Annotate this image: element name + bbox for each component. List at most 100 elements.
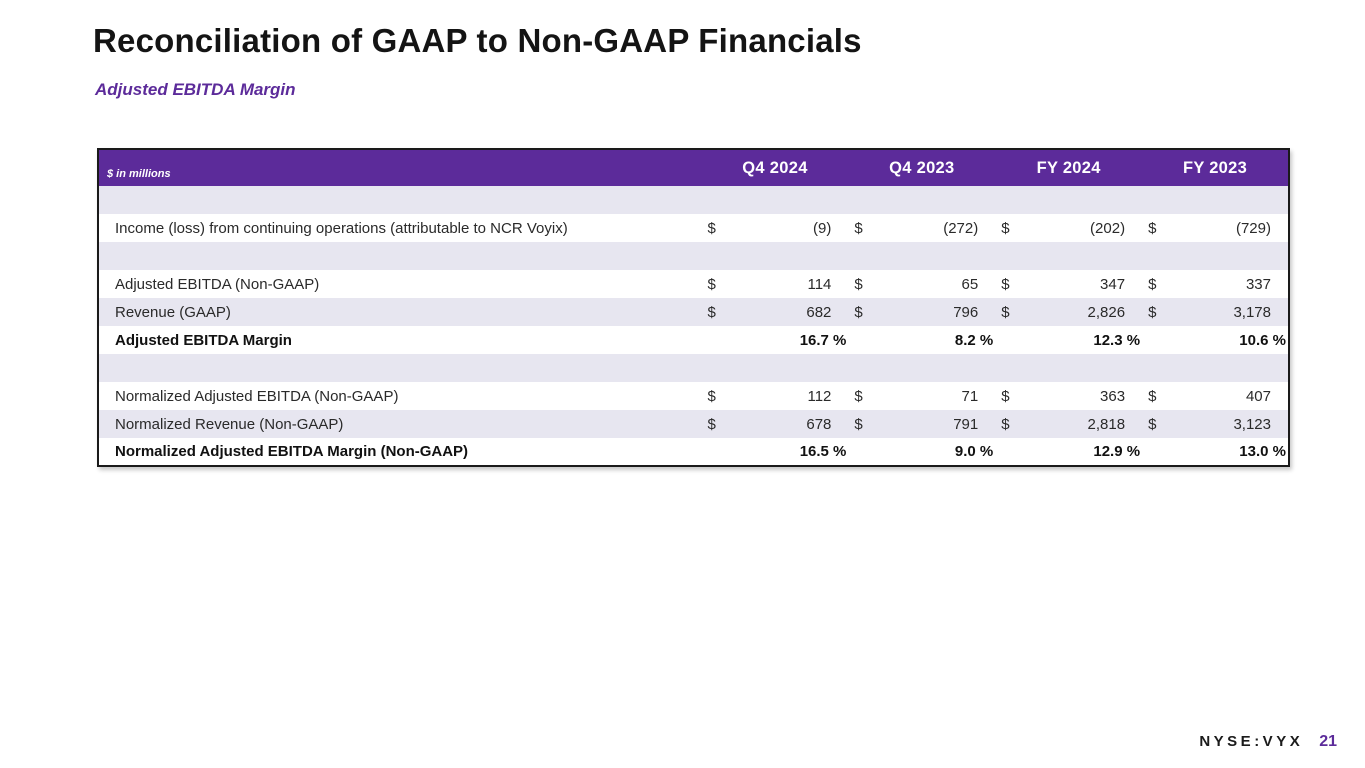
currency-symbol — [702, 326, 730, 354]
value-cell: 114 — [807, 275, 832, 293]
currency-symbol: $ — [707, 415, 716, 433]
currency-symbol: $ — [707, 219, 716, 237]
table-header-row: $ in millions Q4 2024 Q4 2023 FY 2024 FY… — [98, 149, 1289, 186]
row-label: Revenue (GAAP) — [115, 303, 231, 321]
currency-symbol — [1142, 186, 1170, 214]
currency-symbol — [848, 242, 876, 270]
table-row: Normalized Adjusted EBITDA (Non-GAAP) $11… — [98, 382, 1289, 410]
currency-symbol — [995, 354, 1023, 382]
row-label: Normalized Adjusted EBITDA Margin (Non-G… — [115, 443, 469, 460]
slide-title: Reconciliation of GAAP to Non-GAAP Finan… — [93, 22, 862, 59]
value-cell — [1023, 186, 1142, 214]
row-label: Adjusted EBITDA Margin — [115, 331, 292, 349]
value-cell: 12.9 % — [1093, 443, 1141, 460]
currency-symbol — [995, 242, 1023, 270]
row-label — [98, 354, 702, 382]
spacer-row — [98, 186, 1289, 214]
value-cell: (202) — [1090, 219, 1126, 237]
value-cell — [877, 242, 996, 270]
row-label — [98, 242, 702, 270]
table-row: Adjusted EBITDA (Non-GAAP) $114 $65 $347 $33… — [98, 270, 1289, 298]
spacer-row — [98, 354, 1289, 382]
currency-symbol: $ — [707, 387, 716, 405]
currency-symbol: $ — [854, 415, 863, 433]
currency-symbol: $ — [1001, 303, 1010, 321]
value-cell: 407 — [1245, 387, 1271, 405]
value-cell: 682 — [806, 303, 832, 321]
currency-symbol — [995, 326, 1023, 354]
value-cell — [730, 186, 849, 214]
value-cell: 71 — [961, 387, 979, 405]
currency-symbol — [995, 438, 1023, 466]
currency-symbol — [702, 438, 730, 466]
value-cell: 16.5 % — [799, 443, 847, 460]
value-cell: 12.3 % — [1093, 331, 1141, 349]
slide-subtitle: Adjusted EBITDA Margin — [95, 80, 296, 99]
currency-symbol: $ — [707, 303, 716, 321]
value-cell — [1170, 242, 1289, 270]
table-row: Normalized Revenue (Non-GAAP) $678 $791 $2,… — [98, 410, 1289, 438]
value-cell — [1170, 354, 1289, 382]
currency-symbol: $ — [1148, 387, 1157, 405]
row-label: Adjusted EBITDA (Non-GAAP) — [115, 275, 320, 293]
currency-symbol: $ — [854, 387, 863, 405]
value-cell: 791 — [953, 415, 979, 433]
value-cell: 347 — [1100, 275, 1126, 293]
currency-symbol — [848, 326, 876, 354]
table-row: Normalized Adjusted EBITDA Margin (Non-G… — [98, 438, 1289, 466]
row-label — [98, 186, 702, 214]
currency-symbol — [848, 186, 876, 214]
table-row: Income (loss) from continuing operations… — [98, 214, 1289, 242]
value-cell — [877, 186, 996, 214]
currency-symbol — [995, 186, 1023, 214]
value-cell — [730, 354, 849, 382]
row-label: Income (loss) from continuing operations… — [115, 219, 568, 237]
value-cell — [1023, 354, 1142, 382]
currency-symbol — [1142, 326, 1170, 354]
value-cell — [1170, 186, 1289, 214]
currency-symbol: $ — [1001, 415, 1010, 433]
currency-symbol — [1142, 438, 1170, 466]
slide-footer: NYSE:VYX 21 — [1199, 733, 1337, 751]
value-cell: 2,826 — [1087, 303, 1126, 321]
page-number: 21 — [1319, 733, 1337, 750]
value-cell: (272) — [943, 219, 979, 237]
currency-symbol: $ — [1001, 219, 1010, 237]
table-row: Revenue (GAAP) $682 $796 $2,826 $3,178 — [98, 298, 1289, 326]
currency-symbol — [1142, 242, 1170, 270]
currency-symbol: $ — [854, 219, 863, 237]
column-header-fy-2023: FY 2023 — [1142, 149, 1289, 186]
value-cell: 13.0 % — [1239, 443, 1286, 460]
column-header-q4-2024: Q4 2024 — [701, 149, 849, 186]
value-cell: 8.2 % — [954, 331, 994, 349]
value-cell: (9) — [813, 219, 832, 237]
currency-symbol: $ — [1148, 303, 1157, 321]
value-cell: 3,123 — [1233, 415, 1271, 433]
currency-symbol — [848, 438, 876, 466]
column-header-fy-2024: FY 2024 — [995, 149, 1143, 186]
value-cell: 3,178 — [1233, 303, 1271, 321]
currency-symbol: $ — [1148, 415, 1157, 433]
value-cell — [877, 354, 996, 382]
units-note: $ in millions — [98, 149, 702, 186]
row-label: Normalized Adjusted EBITDA (Non-GAAP) — [115, 387, 399, 405]
value-cell: 337 — [1245, 275, 1271, 293]
spacer-row — [98, 242, 1289, 270]
value-cell: 112 — [807, 387, 832, 405]
value-cell: (729) — [1235, 219, 1271, 237]
currency-symbol — [702, 186, 730, 214]
currency-symbol: $ — [707, 275, 716, 293]
column-header-q4-2023: Q4 2023 — [848, 149, 996, 186]
stock-ticker: NYSE:VYX — [1199, 733, 1304, 750]
currency-symbol — [1142, 354, 1170, 382]
currency-symbol — [702, 242, 730, 270]
value-cell: 796 — [953, 303, 979, 321]
table-row: Adjusted EBITDA Margin 16.7 % 8.2 % 12.3 % 1… — [98, 326, 1289, 354]
value-cell: 678 — [806, 415, 832, 433]
currency-symbol: $ — [854, 275, 863, 293]
gaap-reconciliation-table: $ in millions Q4 2024 Q4 2023 FY 2024 FY… — [97, 148, 1290, 467]
row-label: Normalized Revenue (Non-GAAP) — [115, 415, 344, 433]
currency-symbol — [848, 354, 876, 382]
value-cell: 65 — [961, 275, 979, 293]
currency-symbol: $ — [1148, 219, 1157, 237]
